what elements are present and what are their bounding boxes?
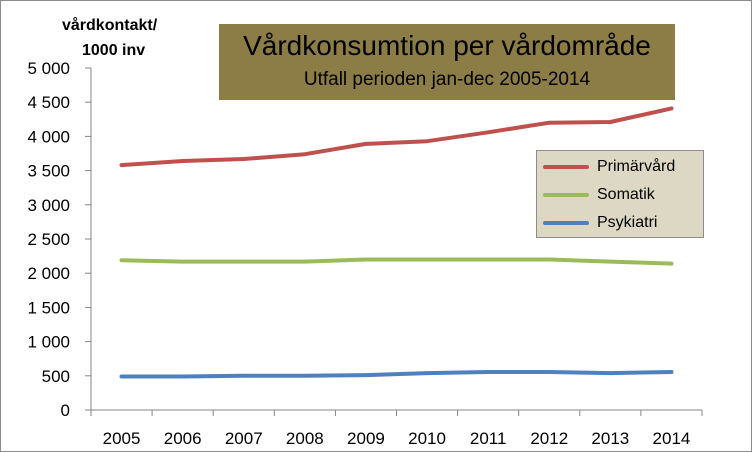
series-line-primarvard: [119, 106, 674, 168]
x-tick-label: 2013: [591, 429, 629, 448]
x-tick-label: 2007: [225, 429, 263, 448]
legend-swatch-primarvard: [543, 165, 589, 169]
y-tick-label: 1 000: [27, 333, 70, 352]
y-tick-label: 3 500: [27, 162, 70, 181]
y-tick-label: 2 000: [27, 264, 70, 283]
x-tick-label: 2012: [530, 429, 568, 448]
legend: Primärvård Somatik Psykiatri: [536, 150, 704, 238]
y-axis-label-line2: 1000 inv: [82, 42, 146, 59]
x-tick-label: 2014: [653, 429, 691, 448]
y-tick-label: 4 500: [27, 93, 70, 112]
y-tick-label: 1 500: [27, 298, 70, 317]
legend-item-somatik: Somatik: [543, 183, 655, 207]
legend-label-psykiatri: Psykiatri: [597, 214, 658, 231]
y-tick-label: 3 000: [27, 196, 70, 215]
y-tick-label: 500: [42, 367, 70, 386]
series-line-somatik: [119, 257, 674, 266]
legend-item-primarvard: Primärvård: [543, 155, 675, 179]
x-tick-label: 2011: [470, 429, 507, 448]
y-tick-label: 0: [61, 401, 70, 420]
chart-subtitle: Utfall perioden jan-dec 2005-2014: [303, 69, 591, 90]
legend-swatch-psykiatri: [543, 221, 589, 225]
y-axis-label-line1: vårdkontakt/: [62, 17, 158, 34]
x-tick-label: 2006: [164, 429, 202, 448]
chart-title-box: Vårdkonsumtion per vårdområde Utfall per…: [219, 24, 675, 100]
legend-swatch-somatik: [543, 193, 589, 197]
x-tick-label: 2008: [286, 429, 324, 448]
x-tick-label: 2005: [103, 429, 141, 448]
y-tick-label: 4 000: [27, 127, 70, 146]
series-line-psykiatri: [119, 370, 674, 379]
legend-label-primarvard: Primärvård: [597, 158, 676, 175]
legend-item-psykiatri: Psykiatri: [543, 211, 657, 235]
y-tick-label: 2 500: [27, 230, 70, 249]
x-tick-label: 2010: [408, 429, 446, 448]
chart-title: Vårdkonsumtion per vårdområde: [243, 30, 651, 61]
y-tick-label: 5 000: [27, 59, 70, 78]
x-tick-label: 2009: [347, 429, 385, 448]
legend-label-somatik: Somatik: [597, 186, 655, 203]
